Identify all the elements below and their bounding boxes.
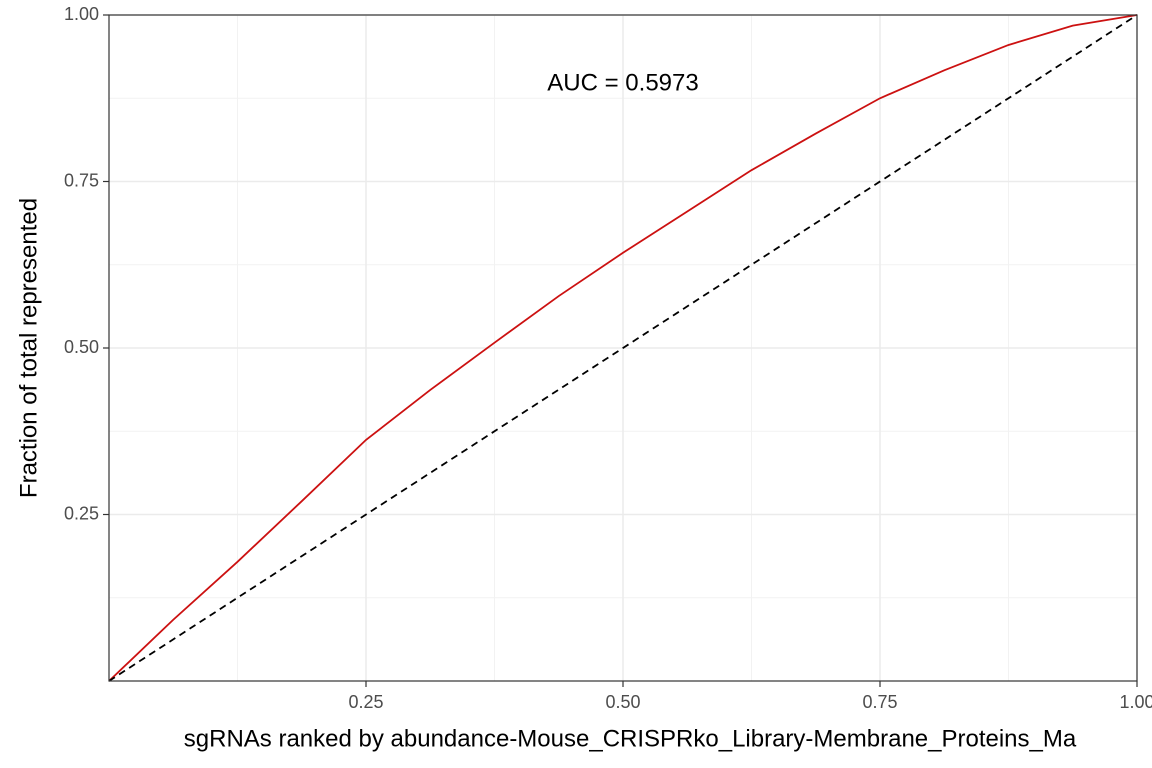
x-tick-label: 1.00 xyxy=(1119,692,1152,712)
x-tick-label: 0.50 xyxy=(605,692,640,712)
panel-border xyxy=(108,14,1138,682)
line xyxy=(108,14,1138,682)
y-tick-label: 1.00 xyxy=(64,4,99,24)
y-tick-label: 0.75 xyxy=(64,170,99,190)
x-tick-label: 0.25 xyxy=(348,692,383,712)
y-tick-label: 0.50 xyxy=(64,337,99,357)
x-axis-title: sgRNAs ranked by abundance-Mouse_CRISPRk… xyxy=(184,725,1077,752)
x-tick-label: 0.75 xyxy=(862,692,897,712)
y-axis-title: Fraction of total represented xyxy=(15,198,42,498)
line xyxy=(108,14,1138,682)
y-tick-label: 0.25 xyxy=(64,503,99,523)
